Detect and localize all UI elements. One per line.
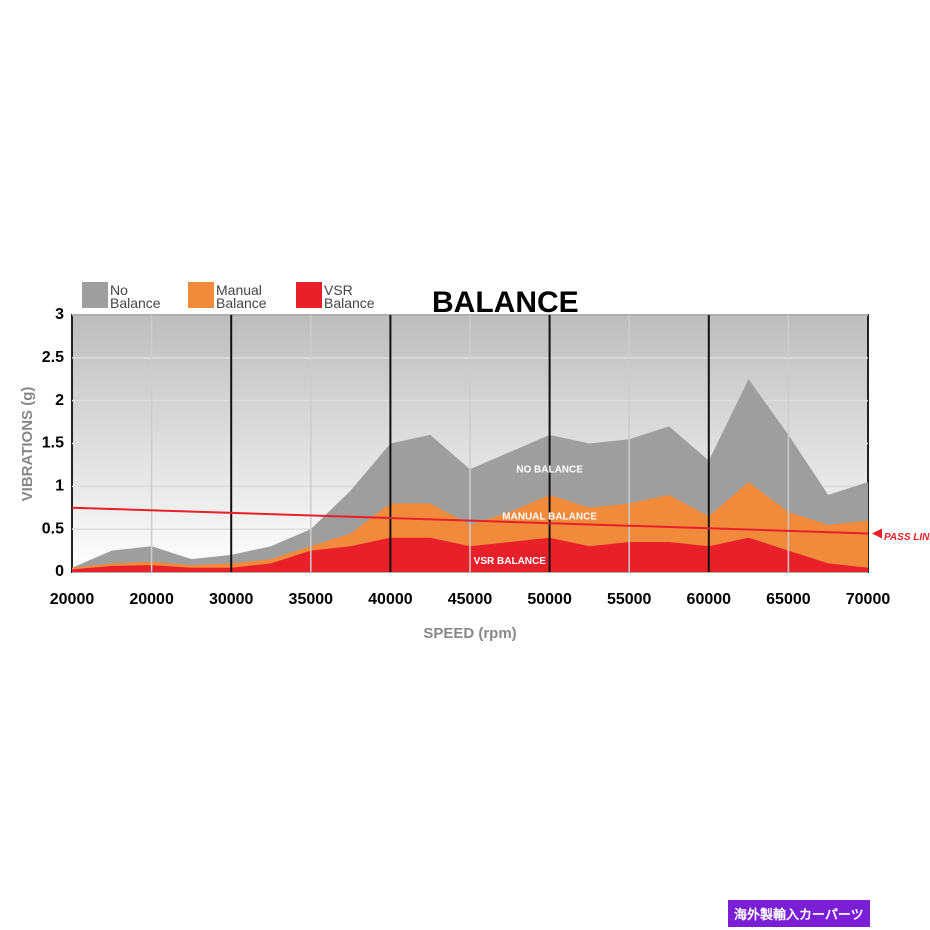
x-tick-label: 60000 xyxy=(687,591,732,608)
x-tick-label: 65000 xyxy=(766,591,811,608)
pass-arrow xyxy=(872,528,882,539)
y-tick-label: 3 xyxy=(55,306,64,323)
watermark: 海外製輸入カーパーツ xyxy=(728,900,870,927)
chart-title: BALANCE xyxy=(432,286,579,319)
x-tick-label: 50000 xyxy=(527,591,572,608)
x-axis-label: SPEED (rpm) xyxy=(423,625,516,642)
legend-swatch xyxy=(188,282,214,308)
pass-line xyxy=(71,506,869,535)
y-tick-label: 1 xyxy=(55,478,64,495)
y-tick-label: 0 xyxy=(55,563,64,580)
legend-swatch xyxy=(296,282,322,308)
x-tick-label: 20000 xyxy=(50,591,95,608)
x-tick-label: 30000 xyxy=(209,591,254,608)
pass-line-label: PASS LINE xyxy=(884,532,930,543)
x-tick-label: 55000 xyxy=(607,591,652,608)
x-tick-label: 70000 xyxy=(846,591,891,608)
legend-label: Manual Balance xyxy=(216,282,267,311)
legend-label: VSR Balance xyxy=(324,282,375,311)
legend-label: No Balance xyxy=(110,282,161,311)
x-tick-label: 40000 xyxy=(368,591,413,608)
area-label: VSR BALANCE xyxy=(474,556,547,567)
area-label: NO BALANCE xyxy=(516,464,583,475)
x-tick-label: 35000 xyxy=(289,591,334,608)
y-tick-label: 1.5 xyxy=(42,435,64,452)
legend-swatch xyxy=(82,282,108,308)
x-tick-label: 45000 xyxy=(448,591,493,608)
x-tick-label: 20000 xyxy=(129,591,174,608)
y-tick-label: 0.5 xyxy=(42,520,64,537)
y-tick-label: 2.5 xyxy=(42,349,64,366)
y-tick-label: 2 xyxy=(55,392,64,409)
area-label: MANUAL BALANCE xyxy=(502,512,597,523)
y-axis-label: VIBRATIONS (g) xyxy=(19,387,36,502)
